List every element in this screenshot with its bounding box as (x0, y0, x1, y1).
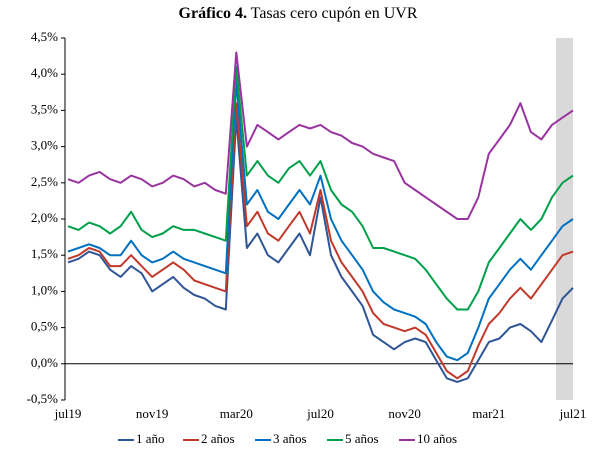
x-tick-label: jul21 (559, 406, 587, 421)
title-label: Gráfico 4. (179, 5, 247, 22)
legend-label: 1 año (136, 431, 165, 446)
y-tick-label: 2,0% (31, 210, 58, 225)
y-tick-label: 1,5% (31, 246, 58, 261)
x-tick-label: nov20 (388, 406, 421, 421)
x-tick-label: mar21 (472, 406, 505, 421)
y-tick-label: 3,5% (31, 101, 58, 116)
series-line (67, 116, 574, 383)
x-tick-label: jul19 (54, 406, 82, 421)
y-tick-label: 0,5% (31, 319, 58, 334)
y-tick-label: 3,0% (31, 138, 58, 153)
series-line (67, 51, 574, 220)
chart-title: Gráfico 4. Tasas cero cupón en UVR (179, 5, 418, 22)
y-tick-label: 1,0% (31, 282, 58, 297)
x-tick-label: mar20 (220, 406, 253, 421)
title-text: Tasas cero cupón en UVR (251, 5, 418, 22)
legend-label: 10 años (417, 431, 457, 446)
series-line (67, 80, 574, 362)
y-tick-label: 4,5% (31, 29, 58, 44)
y-tick-label: 4,0% (31, 65, 58, 80)
legend-label: 3 años (273, 431, 307, 446)
y-tick-label: -0,5% (27, 391, 59, 406)
shaded-band (556, 38, 573, 400)
x-tick-label: jul20 (306, 406, 334, 421)
legend-label: 2 años (201, 431, 235, 446)
legend-label: 5 años (345, 431, 379, 446)
x-tick-label: nov19 (136, 406, 169, 421)
y-tick-label: 2,5% (31, 174, 58, 189)
y-tick-label: 0,0% (31, 355, 58, 370)
series-line (67, 102, 574, 380)
series-line (67, 66, 574, 311)
